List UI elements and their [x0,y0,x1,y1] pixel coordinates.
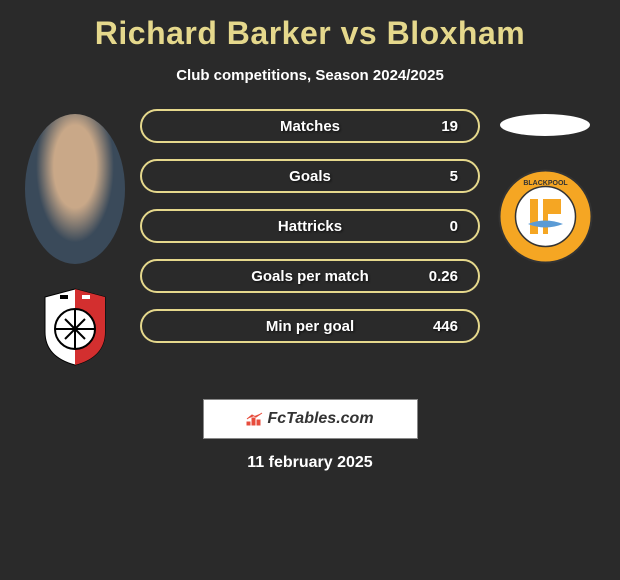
club-badge-rotherham [35,284,115,369]
stat-value: 0 [450,218,458,235]
stat-label: Goals per match [251,268,369,285]
stat-value: 0.26 [429,268,458,285]
club-badge-blackpool: BLACKPOOL [495,166,595,266]
stat-value: 446 [433,318,458,335]
subtitle: Club competitions, Season 2024/2025 [176,67,444,84]
stat-value: 19 [441,118,458,135]
logo-box[interactable]: FcTables.com [203,399,418,439]
stat-pill-goals: Goals 5 [140,159,480,193]
left-column [25,109,125,369]
logo-label: FcTables.com [267,410,373,428]
logo-text: FcTables.com [246,410,373,428]
player-photo-left [25,114,125,264]
date-text: 11 february 2025 [247,454,372,472]
stat-label: Min per goal [266,318,354,335]
stat-label: Matches [280,118,340,135]
stat-pill-goals-per-match: Goals per match 0.26 [140,259,480,293]
player-silhouette-right [500,114,590,136]
stat-pill-matches: Matches 19 [140,109,480,143]
stats-column: Matches 19 Goals 5 Hattricks 0 Goals per… [140,109,480,343]
comparison-container: Richard Barker vs Bloxham Club competiti… [0,0,620,482]
stat-pill-hattricks: Hattricks 0 [140,209,480,243]
svg-text:BLACKPOOL: BLACKPOOL [523,180,568,187]
right-column: BLACKPOOL [495,109,595,266]
rotherham-shield-icon [40,287,110,367]
page-title: Richard Barker vs Bloxham [95,15,525,52]
blackpool-badge-icon: BLACKPOOL [498,169,593,264]
stat-label: Hattricks [278,218,342,235]
stat-pill-min-per-goal: Min per goal 446 [140,309,480,343]
stat-value: 5 [450,168,458,185]
stat-label: Goals [289,168,331,185]
main-content: Matches 19 Goals 5 Hattricks 0 Goals per… [0,109,620,369]
chart-icon [246,412,264,426]
